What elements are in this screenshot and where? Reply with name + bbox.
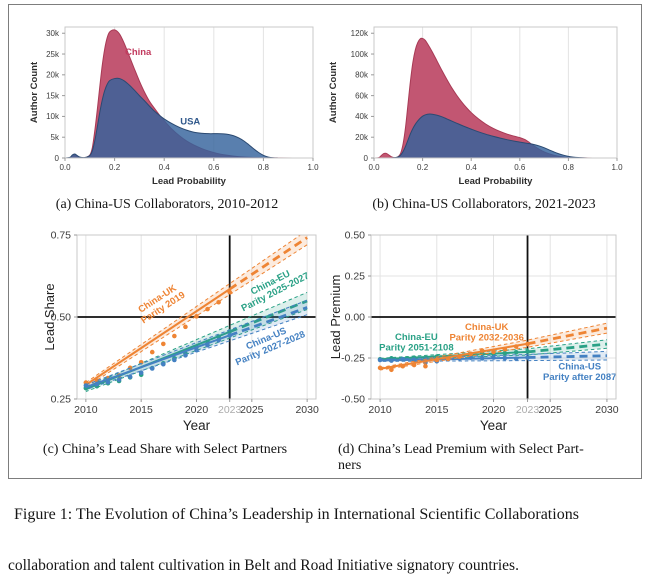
svg-text:20k: 20k [355, 133, 369, 142]
svg-text:0.6: 0.6 [208, 163, 220, 172]
chart-b-lead-probability-density-2021-2023: 0 20k 40k 60k 80k 100k 120k 0.0 0.2 0.4 0.6 0.8 1.0 L… [328, 26, 623, 187]
svg-text:Lead Share: Lead Share [42, 283, 57, 350]
svg-text:0: 0 [55, 154, 60, 163]
svg-text:Year: Year [183, 418, 211, 433]
svg-text:1.0: 1.0 [611, 163, 623, 172]
svg-text:25k: 25k [46, 50, 60, 59]
svg-text:China-EUParity 2051-2108: China-EU Parity 2051-2108 [379, 332, 453, 354]
caption-panel-d-line1: (d) China’s Lead Premium with Select Par… [338, 442, 584, 457]
svg-text:2030: 2030 [595, 404, 619, 416]
svg-text:0.25: 0.25 [345, 271, 366, 283]
svg-text:China: China [125, 47, 152, 58]
chart-d-lead-premium-trends: China-EU Parity 2051-2108 China-US Parity a… [328, 230, 619, 434]
svg-text:China-USParity after 2087: China-US Parity after 2087 [543, 361, 616, 383]
svg-text:Author Count: Author Count [328, 61, 339, 123]
svg-text:0.00: 0.00 [345, 312, 366, 324]
caption-panel-d: (d) China’s Lead Premium with Select Par… [338, 442, 638, 474]
svg-text:2010: 2010 [368, 404, 392, 416]
svg-text:0.0: 0.0 [59, 163, 71, 172]
caption-panel-b: (b) China-US Collaborators, 2021-2023 [372, 197, 596, 212]
svg-text:China-UKParity 2032-2036: China-UK Parity 2032-2036 [449, 322, 523, 344]
caption-panel-a: (a) China-US Collaborators, 2010-2012 [55, 197, 279, 212]
caption-panel-c: (c) China’s Lead Share with Select Partn… [42, 442, 288, 457]
svg-text:Lead Probability: Lead Probability [459, 176, 534, 187]
svg-text:0.8: 0.8 [563, 163, 575, 172]
svg-text:0.0: 0.0 [368, 163, 380, 172]
svg-text:40k: 40k [355, 112, 369, 121]
svg-text:60k: 60k [355, 91, 369, 100]
body-text-line: collaboration and talent cultivation in … [8, 557, 519, 574]
svg-text:2025: 2025 [539, 404, 563, 416]
svg-text:0.6: 0.6 [514, 163, 526, 172]
caption-panel-d-line2: ners [338, 458, 362, 473]
svg-text:Lead Probability: Lead Probability [152, 176, 227, 187]
svg-text:30k: 30k [46, 29, 60, 38]
svg-text:0.2: 0.2 [417, 163, 429, 172]
svg-text:2023: 2023 [516, 404, 540, 416]
svg-text:1.0: 1.0 [307, 163, 319, 172]
svg-text:0.50: 0.50 [51, 312, 72, 324]
svg-text:Year: Year [480, 418, 508, 433]
svg-text:120k: 120k [351, 29, 369, 38]
svg-text:0: 0 [364, 154, 369, 163]
svg-text:5k: 5k [51, 133, 60, 142]
svg-text:0.25: 0.25 [51, 394, 72, 406]
svg-text:10k: 10k [46, 112, 60, 121]
svg-text:0.75: 0.75 [51, 230, 72, 242]
svg-text:Author Count: Author Count [29, 61, 40, 123]
svg-text:-0.50: -0.50 [341, 394, 365, 406]
svg-text:2020: 2020 [482, 404, 506, 416]
figure-caption: Figure 1: The Evolution of China’s Leade… [14, 506, 579, 523]
svg-text:2023: 2023 [218, 404, 242, 416]
svg-text:2025: 2025 [240, 404, 264, 416]
svg-text:100k: 100k [351, 50, 369, 59]
svg-text:0.2: 0.2 [109, 163, 121, 172]
svg-text:0.8: 0.8 [258, 163, 270, 172]
svg-text:20k: 20k [46, 71, 60, 80]
svg-text:2015: 2015 [425, 404, 449, 416]
svg-text:-0.25: -0.25 [341, 353, 365, 365]
svg-text:Lead Premium: Lead Premium [328, 275, 343, 360]
svg-text:USA: USA [180, 117, 200, 128]
svg-text:0.4: 0.4 [466, 163, 478, 172]
svg-text:2030: 2030 [295, 404, 319, 416]
svg-text:2020: 2020 [185, 404, 209, 416]
svg-text:80k: 80k [355, 71, 369, 80]
svg-text:0.50: 0.50 [345, 230, 366, 242]
svg-text:15k: 15k [46, 91, 60, 100]
svg-text:2015: 2015 [129, 404, 153, 416]
chart-a-lead-probability-density-2010-2012: 0 5k 10k 15k 20k 25k 30k 0.0 0.2 0.4 0.6 0.8 1.0 Lead… [29, 26, 319, 187]
svg-text:0.4: 0.4 [159, 163, 171, 172]
svg-text:2010: 2010 [74, 404, 98, 416]
